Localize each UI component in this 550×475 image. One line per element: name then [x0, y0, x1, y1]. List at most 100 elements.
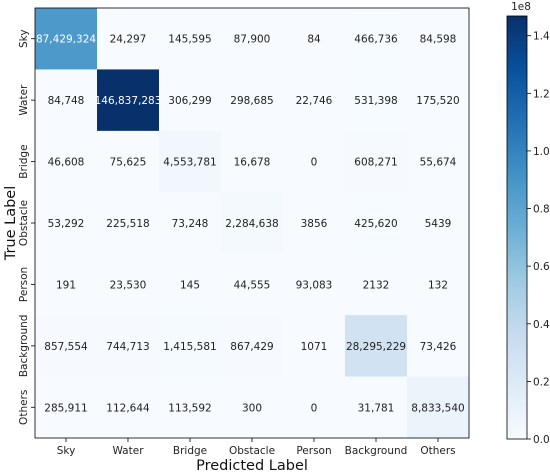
cell-value-label: 425,620	[354, 218, 397, 230]
cell-value-label: 0	[311, 402, 318, 414]
heatmap-cell	[159, 192, 222, 255]
y-axis-label: True Label	[3, 186, 19, 262]
cell-value-label: 8,833,540	[411, 402, 464, 414]
y-tick-label: Water	[18, 84, 30, 116]
heatmap-cell	[159, 69, 222, 132]
x-tick-label: Obstacle	[229, 445, 275, 457]
cell-value-label: 744,713	[106, 341, 149, 353]
y-tick-label: Sky	[18, 29, 30, 48]
cell-value-label: 1,415,581	[163, 341, 216, 353]
colorbar-tick-label: 1.0	[533, 146, 550, 158]
heatmap-cell	[407, 192, 470, 255]
cell-value-label: 225,518	[106, 218, 149, 230]
cell-value-label: 53,292	[48, 218, 85, 230]
heatmap-cell	[407, 130, 470, 193]
heatmap-cell	[221, 192, 284, 255]
cell-value-label: 2132	[363, 279, 390, 291]
heatmap-cell	[221, 253, 284, 316]
heatmap-cell	[283, 253, 346, 316]
heatmap-cell	[283, 69, 346, 132]
cell-value-label: 175,520	[416, 95, 459, 107]
colorbar-ticks: 0.0 0.2 0.4 0.6 0.8 1.0 1.2 1.4	[527, 31, 550, 446]
x-tick-label: Bridge	[173, 445, 207, 457]
cell-value-label: 16,678	[234, 157, 271, 169]
cell-value-label: 2,284,638	[225, 218, 278, 230]
colorbar-tick-label: 0.6	[533, 261, 550, 273]
cell-value-label: 0	[311, 157, 318, 169]
y-tick-label: Bridge	[18, 144, 30, 178]
heatmap-cell	[35, 376, 98, 439]
heatmap-cell	[97, 253, 160, 316]
heatmap-cell	[345, 253, 408, 316]
heatmap-cells	[35, 8, 470, 439]
heatmap-cell	[159, 376, 222, 439]
cell-value-label: 55,674	[420, 157, 457, 169]
heatmap-cell	[283, 8, 346, 70]
cell-value-label: 73,426	[420, 341, 457, 353]
cell-value-label: 22,746	[296, 95, 333, 107]
heatmap-cell	[283, 192, 346, 255]
cell-value-label: 87,900	[234, 34, 271, 46]
cell-value-label: 112,644	[106, 402, 150, 414]
heatmap-cell-labels: 87,429,324 24,297 145,595 87,900 84 466,736 84…	[36, 34, 465, 415]
cell-value-label: 28,295,229	[346, 341, 406, 353]
heatmap-cell	[97, 376, 160, 439]
x-tick-label: Sky	[57, 445, 76, 457]
cell-value-label: 608,271	[354, 157, 397, 169]
cell-value-label: 84,598	[420, 34, 457, 46]
heatmap-cell	[221, 69, 284, 132]
heatmap-cell	[345, 192, 408, 255]
cell-value-label: 23,530	[110, 279, 147, 291]
x-axis-ticks: Sky Water Bridge Obstacle Person Background Ot…	[57, 438, 456, 457]
heatmap-cell	[345, 69, 408, 132]
heatmap-cell	[345, 315, 408, 377]
heatmap-cell	[35, 130, 98, 193]
cell-value-label: 3856	[301, 218, 328, 230]
y-tick-label: Others	[18, 390, 30, 425]
heatmap-cell	[407, 253, 470, 316]
heatmap-cell	[159, 8, 222, 70]
cell-value-label: 46,608	[48, 157, 85, 169]
cell-value-label: 113,592	[168, 402, 211, 414]
colorbar-tick-label: 0.8	[533, 204, 550, 216]
heatmap-cell	[221, 8, 284, 70]
cell-value-label: 87,429,324	[36, 34, 96, 46]
cell-value-label: 466,736	[354, 34, 398, 46]
heatmap-cell	[283, 376, 346, 439]
colorbar-tick-label: 0.2	[533, 376, 550, 388]
heatmap-cell	[345, 130, 408, 193]
heatmap-cell	[35, 253, 98, 316]
cell-value-label: 857,554	[44, 341, 88, 353]
colorbar-offset-label: 1e8	[511, 1, 531, 13]
x-tick-label: Person	[296, 445, 331, 457]
heatmap-cell	[159, 253, 222, 316]
heatmap-cell	[221, 376, 284, 439]
cell-value-label: 146,837,283	[95, 95, 162, 107]
cell-value-label: 4,553,781	[163, 157, 216, 169]
y-tick-label: Background	[18, 315, 30, 378]
heatmap-cell	[35, 69, 98, 132]
cell-value-label: 145	[180, 279, 200, 291]
heatmap-cell	[35, 8, 98, 70]
cell-value-label: 84,748	[48, 95, 85, 107]
cell-value-label: 132	[428, 279, 448, 291]
x-tick-label: Background	[345, 445, 408, 457]
cell-value-label: 531,398	[354, 95, 397, 107]
heatmap-cell	[345, 8, 408, 70]
colorbar-tick-label: 0.0	[533, 434, 550, 446]
heatmap-cell	[283, 315, 346, 377]
heatmap-cell	[159, 130, 222, 193]
cell-value-label: 306,299	[168, 95, 211, 107]
cell-value-label: 867,429	[230, 341, 273, 353]
heatmap-cell	[97, 315, 160, 377]
cell-value-label: 24,297	[110, 34, 147, 46]
cell-value-label: 75,625	[110, 157, 147, 169]
colorbar: 0.0 0.2 0.4 0.6 0.8 1.0 1.2 1.4 1e8	[506, 1, 550, 446]
cell-value-label: 298,685	[230, 95, 273, 107]
heatmap-cell	[407, 8, 470, 70]
heatmap-cell	[97, 192, 160, 255]
x-tick-label: Others	[420, 445, 455, 457]
heatmap-cell	[407, 376, 470, 439]
cell-value-label: 191	[56, 279, 76, 291]
